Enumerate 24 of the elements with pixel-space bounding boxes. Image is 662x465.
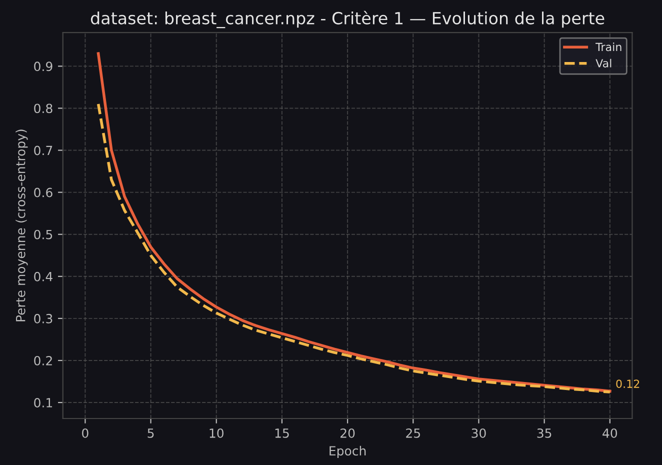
- x-tick-label: 40: [602, 428, 618, 438]
- x-tick-label: 35: [537, 428, 552, 438]
- y-tick-label: 0.3: [34, 314, 52, 324]
- x-tick-label: 25: [406, 428, 420, 438]
- x-tick-label: 15: [275, 428, 289, 438]
- y-tick-label: 0.9: [34, 62, 52, 72]
- y-tick-label: 0.5: [34, 230, 52, 240]
- y-tick-label: 0.1: [34, 398, 52, 408]
- y-tick-label: 0.8: [34, 104, 52, 114]
- y-tick-label: 0.6: [34, 188, 52, 198]
- x-tick-label: 20: [340, 428, 355, 438]
- x-tick-label: 10: [210, 428, 224, 438]
- x-tick-label: 0: [82, 428, 88, 438]
- legend-label: Val: [596, 58, 612, 68]
- legend-label: Train: [596, 42, 622, 52]
- x-tick-label: 5: [148, 428, 154, 438]
- chart-title: dataset: breast_cancer.npz - Critère 1 — Evolution de la perte: [90, 10, 604, 28]
- y-tick-label: 0.7: [34, 146, 52, 156]
- y-tick-label: 0.2: [34, 356, 52, 366]
- x-tick-label: 30: [472, 428, 486, 438]
- annotation: 0.12: [616, 380, 640, 388]
- y-tick-label: 0.4: [34, 272, 52, 282]
- x-axis-title: Epoch: [330, 446, 366, 458]
- y-axis-title: Perte moyenne (cross-entropy): [16, 130, 28, 322]
